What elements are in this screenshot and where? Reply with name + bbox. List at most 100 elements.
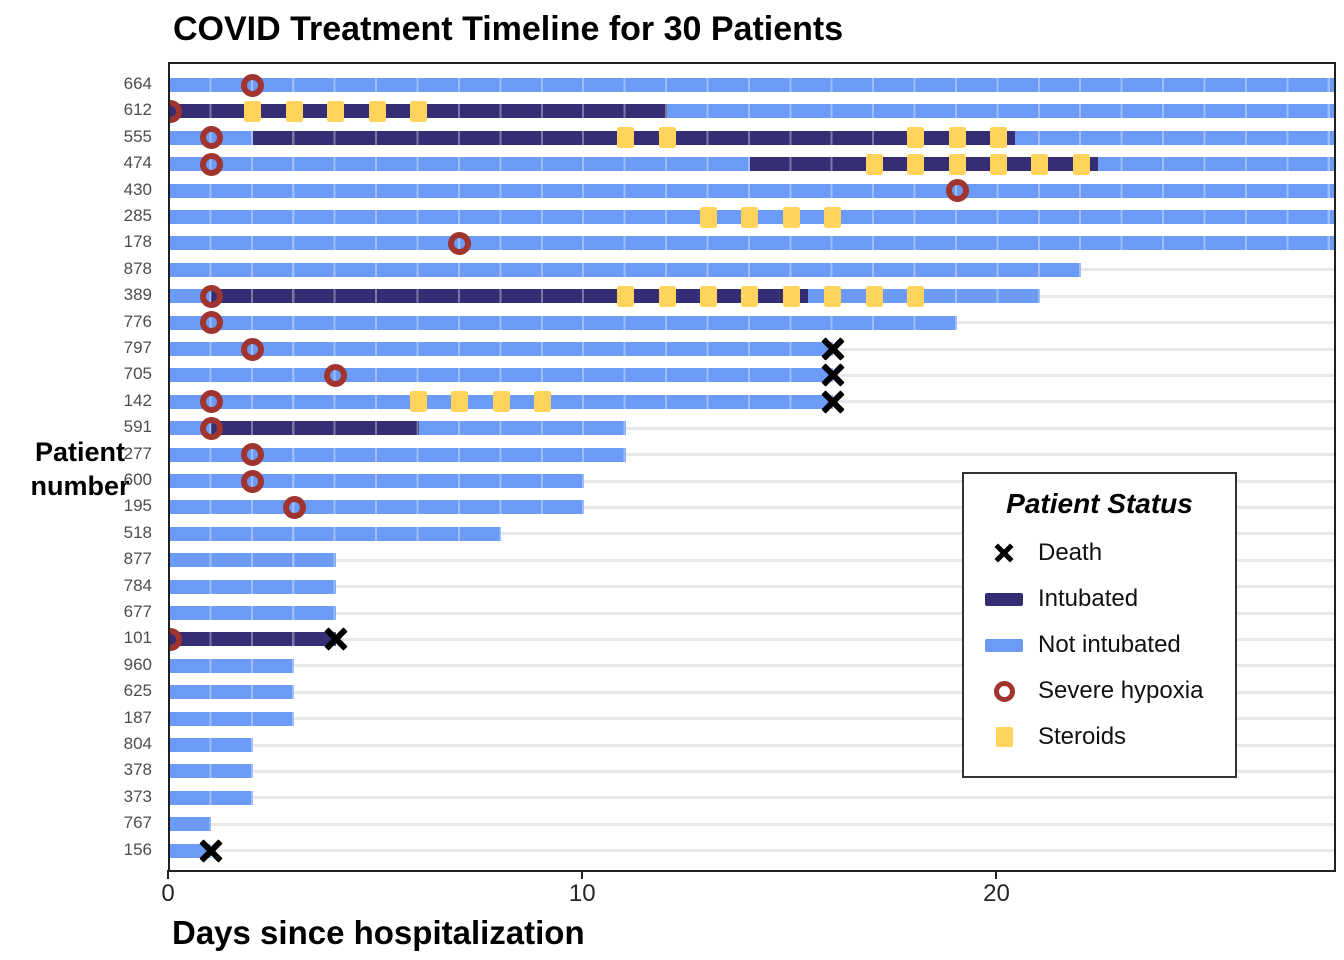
- bar-segment-not_intubated: [170, 764, 253, 779]
- bar-segment-not_intubated: [170, 78, 1334, 92]
- bar-segment-not_intubated: [1097, 157, 1334, 172]
- bar-segment-not_intubated: [1015, 130, 1334, 145]
- severe-hypoxia-marker: [199, 126, 223, 150]
- bar-segment-not_intubated: [170, 553, 336, 568]
- y-axis-label: 804: [123, 734, 152, 753]
- y-axis-label: 474: [123, 153, 152, 173]
- legend-label: Not intubated: [1038, 631, 1181, 658]
- row-gridline: [170, 743, 1334, 747]
- legend-label: Intubated: [1038, 585, 1139, 612]
- bar-segment-not_intubated: [170, 817, 212, 832]
- severe-hypoxia-marker: [199, 390, 223, 414]
- y-axis-label: 625: [123, 681, 152, 701]
- row-gridline: [170, 426, 1334, 430]
- steroid-marker: [451, 391, 469, 413]
- steroid-marker: [782, 285, 800, 307]
- bar-segment-not_intubated: [170, 262, 1082, 277]
- bar-segment-not_intubated: [170, 157, 750, 172]
- severe-hypoxia-marker: [170, 99, 182, 123]
- bar-segment-not_intubated: [170, 474, 585, 488]
- severe-hypoxia-marker: [241, 443, 265, 467]
- steroid-marker: [741, 285, 759, 307]
- bar-segment-intubated: [170, 632, 336, 647]
- row-gridline: [170, 505, 1334, 509]
- y-axis-label: 156: [123, 839, 152, 859]
- row-gridline: [170, 822, 1334, 826]
- row-gridline: [170, 717, 1334, 721]
- legend-item-death: Death: [964, 530, 1235, 576]
- bar-segment-not_intubated: [667, 104, 1334, 119]
- steroid-marker: [989, 127, 1007, 149]
- bar-segment-not_intubated: [170, 685, 295, 700]
- bar-segment-not_intubated: [170, 183, 1334, 198]
- y-axis-label: 878: [123, 258, 152, 278]
- steroid-marker: [327, 100, 345, 122]
- death-marker: [820, 389, 846, 415]
- row-gridline: [170, 611, 1334, 615]
- y-axis-label: 797: [123, 338, 152, 357]
- severe-hypoxia-marker: [241, 469, 265, 493]
- y-axis-label: 600: [123, 470, 152, 489]
- steroid-marker: [948, 153, 966, 175]
- bar-segment-not_intubated: [170, 368, 833, 383]
- legend-items: Death Intubated Not intubated Severe hypoxi…: [964, 530, 1235, 760]
- row-gridline: [170, 637, 1334, 641]
- bar-segment-not_intubated: [170, 342, 833, 356]
- y-axis-label: 677: [123, 602, 152, 621]
- y-axis-label: 373: [123, 786, 152, 806]
- row-gridline: [170, 585, 1334, 589]
- x-axis-tick: [995, 870, 998, 879]
- steroid-marker: [410, 100, 428, 122]
- y-axis-label: 555: [123, 126, 152, 146]
- y-axis-label: 776: [123, 311, 152, 331]
- bar-segment-not_intubated: [170, 790, 253, 805]
- steroid-marker: [1072, 153, 1090, 175]
- steroid-marker: [865, 153, 883, 175]
- severe-hypoxia-marker: [241, 337, 265, 361]
- steroid-marker: [907, 153, 925, 175]
- legend-key: [980, 592, 1028, 606]
- steroid-marker: [617, 285, 635, 307]
- y-axis-label: 664: [123, 74, 152, 93]
- y-axis-label: 178: [123, 232, 152, 252]
- not-intubated-bar-icon: [985, 638, 1023, 652]
- steroid-marker: [410, 391, 428, 413]
- row-gridline: [170, 532, 1334, 536]
- severe-hypoxia-marker: [324, 363, 348, 387]
- death-icon: [993, 542, 1015, 564]
- severe-hypoxia-marker: [199, 284, 223, 308]
- row-gridline: [170, 453, 1334, 457]
- steroid-marker: [782, 206, 800, 228]
- steroid-marker: [907, 127, 925, 149]
- steroid-marker: [948, 127, 966, 149]
- bar-segment-intubated: [211, 289, 808, 304]
- row-gridline: [170, 796, 1334, 800]
- bar-segment-not_intubated: [170, 526, 502, 541]
- y-axis-label: 195: [123, 496, 152, 516]
- severe-hypoxia-marker: [199, 416, 223, 440]
- severe-hypoxia-marker: [282, 495, 306, 519]
- y-axis-label: 591: [123, 417, 152, 437]
- y-axis-label: 389: [123, 285, 152, 305]
- steroid-marker: [534, 391, 552, 413]
- steroid-marker: [824, 285, 842, 307]
- y-axis-labels: 664 612 555 474 430 285 178 878 389 776 797 705 142 5…: [0, 62, 160, 868]
- legend-label: Death: [1038, 539, 1103, 566]
- y-axis-label: 101: [123, 628, 152, 648]
- row-gridline: [170, 558, 1334, 562]
- legend-item-intubated: Intubated: [964, 576, 1235, 622]
- y-axis-label: 378: [123, 760, 152, 780]
- y-axis-label: 784: [123, 575, 152, 595]
- steroids-square-icon: [995, 727, 1013, 747]
- y-axis-label: 705: [123, 364, 152, 384]
- steroid-marker: [658, 285, 676, 307]
- y-axis-label: 430: [123, 179, 152, 199]
- x-axis-tick: [581, 870, 584, 879]
- x-axis-tick-label: 0: [161, 880, 175, 907]
- steroid-marker: [244, 100, 262, 122]
- row-gridline: [170, 664, 1334, 668]
- legend: Patient Status Death Intubated Not intubat…: [962, 472, 1237, 778]
- death-marker: [820, 336, 846, 362]
- legend-item-steroids: Steroids: [964, 714, 1235, 760]
- x-axis-tick-label: 20: [983, 880, 1010, 907]
